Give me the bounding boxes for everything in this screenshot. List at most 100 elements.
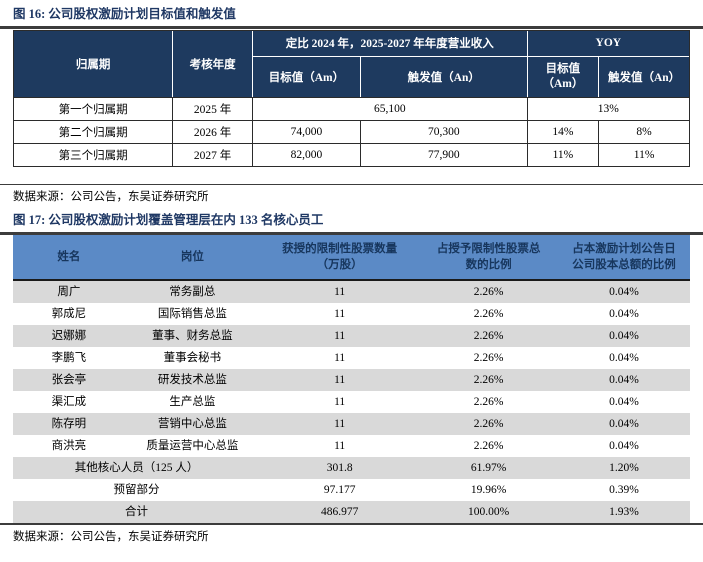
cell-position: 研发技术总监 xyxy=(124,368,261,391)
cell-position: 国际销售总监 xyxy=(157,307,227,320)
cell-shares: 11 xyxy=(334,351,346,364)
table-row: 合计 486.977 100.00% 1.93% xyxy=(13,500,690,523)
table-row: 第二个归属期 2026 年 74,000 70,300 14% 8% xyxy=(14,119,689,143)
cell-pct-granted: 2.26% xyxy=(419,368,558,391)
cell-pct-granted: 100.00% xyxy=(419,500,558,523)
fig17-table-body: 周广 常务副总 11 2.26% 0.04% 郭成尼 国际销售总监 11 2.26% 0.04% 迟… xyxy=(13,279,690,523)
header-yoy-trigger: 触发值（An） xyxy=(599,56,689,97)
cell-position: 常务副总 xyxy=(124,279,261,303)
cell-target: 82,000 xyxy=(252,142,361,166)
cell-yoy-trigger: 8% xyxy=(599,119,689,143)
header-trigger-an: 触发值（An） xyxy=(360,56,528,97)
table-row: 张会亭 研发技术总监 11 2.26% 0.04% xyxy=(13,368,690,391)
figure17-title-rule xyxy=(0,232,703,235)
cell-pct-capital: 1.93% xyxy=(557,500,690,523)
cell-year: 2025 年 xyxy=(173,96,253,120)
table-row: 陈存明 营销中心总监 11 2.26% 0.04% xyxy=(13,412,690,435)
table-row: 周广 常务副总 11 2.26% 0.04% xyxy=(13,279,690,303)
table-row: 迟娜娜 董事、财务总监 11 2.26% 0.04% xyxy=(13,324,690,347)
cell-name: 迟娜娜 xyxy=(13,324,125,347)
figure17-source: 数据来源：公司公告，东吴证券研究所 xyxy=(13,531,209,543)
header-pct-capital: 占本激励计划公告日 公司股本总额的比例 xyxy=(557,234,690,281)
header-pct-granted: 占授予限制性股票总 数的比例 xyxy=(419,234,558,281)
table-row: 李鹏飞 董事会秘书 11 2.26% 0.04% xyxy=(13,347,690,369)
table-row: 预留部分 97.177 19.96% 0.39% xyxy=(13,479,690,501)
cell-pct-granted: 2.26% xyxy=(473,395,504,408)
cell-pct-capital: 0.04% xyxy=(609,307,639,320)
cell-position: 质量运营中心总监 xyxy=(146,439,239,452)
cell-pct-granted: 2.26% xyxy=(473,439,504,452)
cell-pct-capital: 0.04% xyxy=(609,395,639,408)
table-row: 其他核心人员（125 人） 301.8 61.97% 1.20% xyxy=(13,456,690,479)
cell-shares: 11 xyxy=(334,395,346,408)
cell-pct-granted: 2.26% xyxy=(473,351,504,364)
cell-year: 2026 年 xyxy=(173,119,253,143)
cell-name: 郭成尼 xyxy=(51,307,87,320)
table-row: 渠汇成 生产总监 11 2.26% 0.04% xyxy=(13,391,690,413)
cell-shares: 11 xyxy=(334,307,346,320)
cell-shares: 11 xyxy=(260,412,420,435)
fig17-table: 姓名 岗位 获授的限制性股票数量 （万股） 占授予限制性股票总 数的比例 占本激… xyxy=(13,234,690,523)
cell-pct-capital: 0.04% xyxy=(557,279,690,303)
cell-shares: 301.8 xyxy=(260,456,420,479)
cell-position: 生产总监 xyxy=(169,395,216,408)
header-period: 归属期 xyxy=(14,30,174,97)
report-page: { "figure16": { "title": "图 16: 公司股权激励计划… xyxy=(0,7,703,562)
header-revenue-group: 定比 2024 年，2025-2027 年年度营业收入 xyxy=(252,30,528,57)
header-target-am: 目标值（Am） xyxy=(252,56,361,97)
cell-position: 董事会秘书 xyxy=(163,351,222,364)
header-position: 岗位 xyxy=(124,234,261,281)
cell-pct-granted: 2.26% xyxy=(473,307,504,320)
cell-name: 预留部分 xyxy=(113,483,160,496)
cell-shares: 11 xyxy=(260,368,420,391)
header-shares: 获授的限制性股票数量 （万股） xyxy=(260,234,420,281)
cell-shares: 11 xyxy=(260,279,420,303)
cell-name: 商洪亮 xyxy=(51,439,87,452)
cell-pct-capital: 0.04% xyxy=(609,351,639,364)
cell-pct-capital: 1.20% xyxy=(557,456,690,479)
cell-shares: 11 xyxy=(260,324,420,347)
cell-name: 合计 xyxy=(13,500,261,523)
cell-name: 渠汇成 xyxy=(51,395,87,408)
table-row: 郭成尼 国际销售总监 11 2.26% 0.04% xyxy=(13,303,690,325)
cell-year: 2027 年 xyxy=(173,142,253,166)
fig16-table-header: 归属期 考核年度 定比 2024 年，2025-2027 年年度营业收入 YOY… xyxy=(14,30,689,97)
cell-trigger: 77,900 xyxy=(360,142,528,166)
cell-period: 第一个归属期 xyxy=(14,96,174,120)
fig17-table-header: 姓名 岗位 获授的限制性股票数量 （万股） 占授予限制性股票总 数的比例 占本激… xyxy=(13,234,690,281)
cell-name: 周广 xyxy=(13,279,125,303)
figure17-title: 图 17: 公司股权激励计划覆盖管理层在内 133 名核心员工 xyxy=(13,213,324,227)
cell-yoy-target: 11% xyxy=(527,142,600,166)
cell-pct-capital: 0.04% xyxy=(557,368,690,391)
cell-period: 第三个归属期 xyxy=(14,142,174,166)
cell-merged-value: 65,100 xyxy=(252,96,528,120)
cell-name: 陈存明 xyxy=(13,412,125,435)
cell-shares: 486.977 xyxy=(260,500,420,523)
cell-pct-granted: 61.97% xyxy=(419,456,558,479)
cell-position: 董事、财务总监 xyxy=(124,324,261,347)
cell-pct-capital: 0.39% xyxy=(609,483,639,496)
cell-pct-capital: 0.04% xyxy=(557,324,690,347)
cell-name: 张会亭 xyxy=(13,368,125,391)
cell-pct-granted: 2.26% xyxy=(419,324,558,347)
figure17-bottom-rule xyxy=(0,522,703,525)
cell-pct-granted: 19.96% xyxy=(470,483,507,496)
cell-target: 74,000 xyxy=(252,119,361,143)
cell-name: 其他核心人员（125 人） xyxy=(13,456,261,479)
cell-period: 第二个归属期 xyxy=(14,119,174,143)
cell-merged-yoy: 13% xyxy=(527,96,689,120)
cell-pct-granted: 2.26% xyxy=(419,279,558,303)
fig16-table-body: 第一个归属期 2025 年 65,100 13% 第二个归属期 2026 年 7… xyxy=(14,96,689,166)
figure16-title-rule xyxy=(0,26,703,29)
header-yoy-target: 目标值 （Am） xyxy=(527,56,600,97)
cell-shares: 11 xyxy=(334,439,346,452)
cell-yoy-target: 14% xyxy=(527,119,600,143)
header-name: 姓名 xyxy=(13,234,125,281)
cell-pct-capital: 0.04% xyxy=(557,412,690,435)
cell-pct-capital: 0.04% xyxy=(609,439,639,452)
figure16-source-rule xyxy=(0,183,703,185)
cell-trigger: 70,300 xyxy=(360,119,528,143)
cell-shares: 97.177 xyxy=(323,483,356,496)
figure16-source: 数据来源：公司公告，东吴证券研究所 xyxy=(13,191,209,203)
header-yoy-group: YOY xyxy=(527,30,689,57)
